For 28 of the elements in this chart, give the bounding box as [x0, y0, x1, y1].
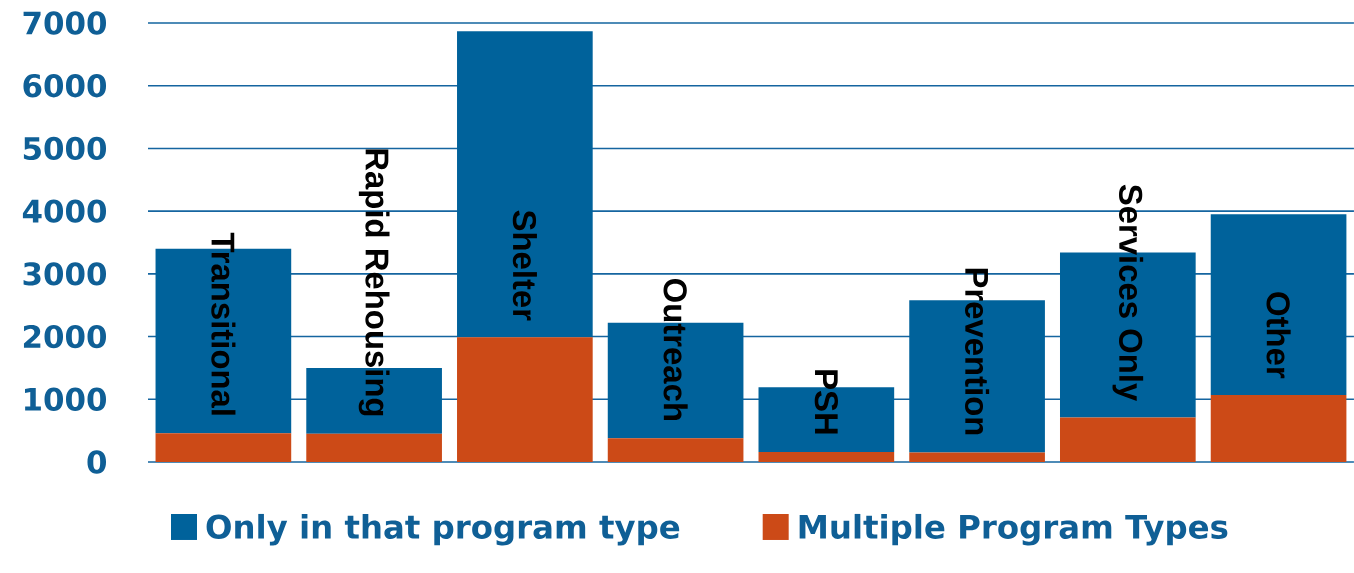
bar [306, 433, 442, 462]
y-tick-label: 2000 [23, 324, 107, 349]
x-tick-label: Outreach [663, 278, 688, 420]
x-tick-label: Prevention [965, 268, 990, 435]
y-tick-label: 5000 [23, 136, 107, 161]
x-tick-label: Other [1266, 292, 1291, 379]
y-tick-label: 3000 [23, 262, 107, 286]
bar [1210, 394, 1347, 462]
legend-label: Only in that program type [206, 513, 680, 546]
bar [1059, 417, 1196, 462]
bar [155, 433, 292, 462]
x-tick-label: PSH [814, 370, 838, 434]
bar [909, 452, 1045, 462]
y-tick-label: 1000 [25, 387, 107, 411]
x-tick-label: Transitional [211, 232, 236, 415]
y-tick-label: 7000 [23, 11, 107, 35]
bar [1210, 214, 1347, 395]
x-tick-label: Shelter [512, 210, 537, 321]
bar [457, 31, 593, 338]
y-tick-label: 4000 [22, 199, 107, 223]
y-tick-label: 0 [87, 450, 107, 474]
bar [457, 337, 593, 462]
bar [607, 438, 744, 462]
legend-label: Multiple Program Types [799, 513, 1228, 546]
x-tick-label: Rapid Rehousing [358, 149, 390, 416]
bar [758, 451, 895, 462]
x-tick-label: Services Only [1112, 184, 1144, 402]
y-tick-label: 6000 [23, 74, 107, 98]
